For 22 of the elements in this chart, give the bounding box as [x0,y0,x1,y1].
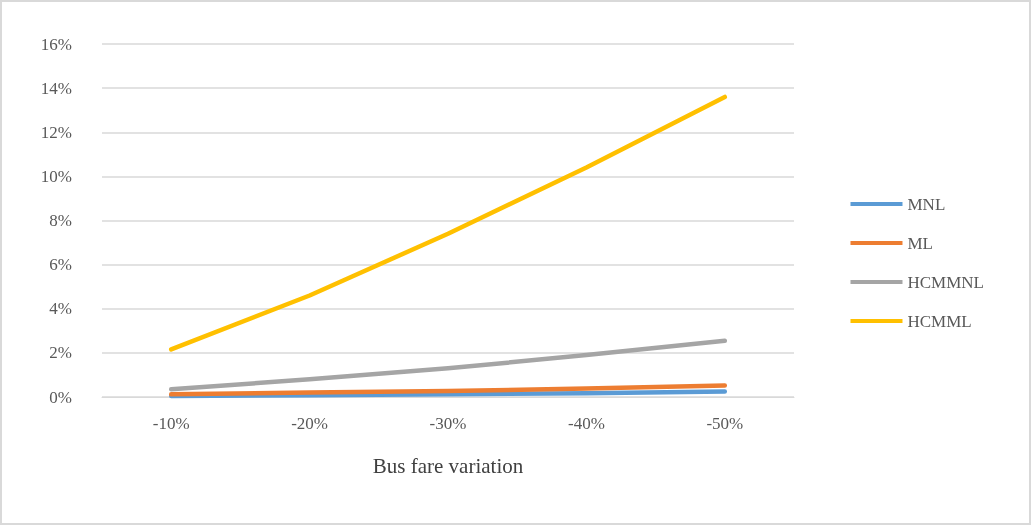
x-tick-label: -50% [706,414,744,433]
y-tick-label: 8% [49,211,72,230]
y-tick-label: 4% [49,299,72,319]
y-tick-label: 2% [49,343,72,363]
x-tick-label: -20% [291,414,329,433]
x-tick-label: -30% [429,414,467,433]
line-series [168,338,728,392]
y-tick-label: 16% [40,34,72,54]
legend-label: MNL [907,194,946,214]
y-tick-label: 0% [49,387,72,407]
line-series [168,94,728,352]
legend-label: HCMML [907,311,972,331]
y-tick-label: 12% [40,122,72,142]
line-series [168,383,728,397]
y-tick-label: 10% [40,166,72,186]
x-axis-title: Bus fare variation [372,453,524,478]
y-tick-label: 6% [49,255,72,275]
legend-label: ML [907,233,933,253]
y-tick-label: 14% [40,78,72,98]
legend-label: HCMMNL [907,272,985,292]
x-tick-label: -10% [152,414,190,433]
x-tick-label: -40% [567,414,605,433]
